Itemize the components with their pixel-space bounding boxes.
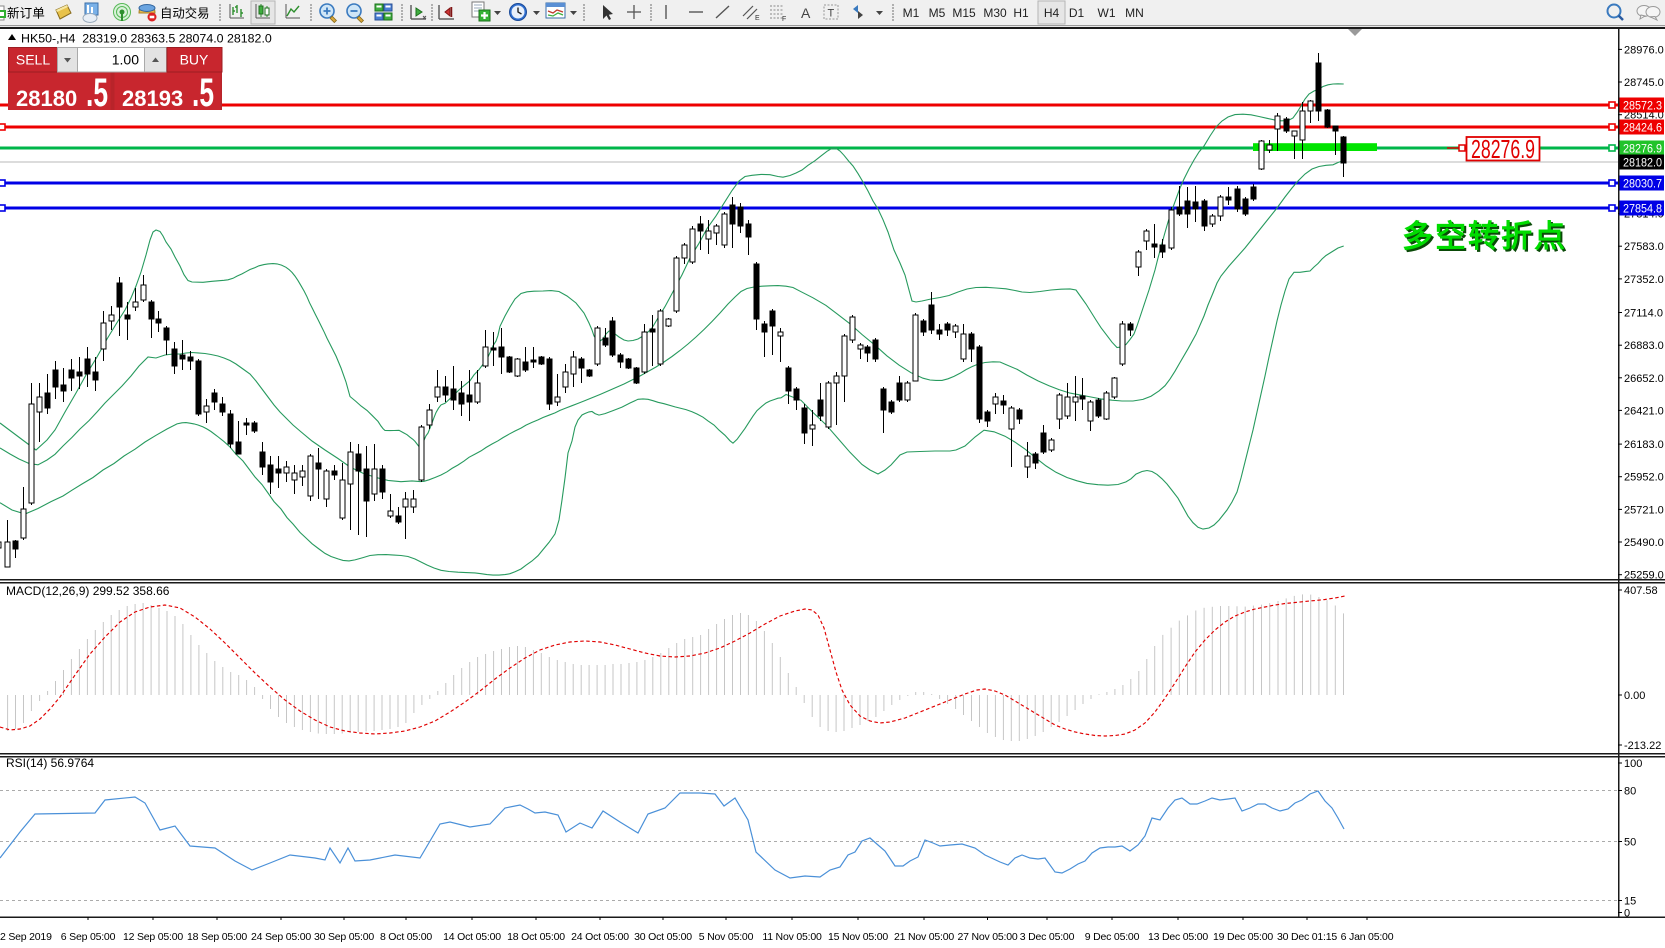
svg-text:28276.9: 28276.9	[1623, 144, 1662, 156]
svg-text:50: 50	[1624, 837, 1636, 849]
svg-text:28572.3: 28572.3	[1623, 101, 1662, 113]
svg-text:5 Nov 05:00: 5 Nov 05:00	[699, 931, 754, 943]
svg-text:-213.22: -213.22	[1624, 740, 1661, 752]
svg-text:8 Oct 05:00: 8 Oct 05:00	[380, 931, 432, 943]
svg-text:3 Dec 05:00: 3 Dec 05:00	[1020, 931, 1075, 943]
svg-text:407.58: 407.58	[1624, 585, 1658, 597]
svg-text:18 Oct 05:00: 18 Oct 05:00	[507, 931, 565, 943]
svg-text:F: F	[782, 16, 786, 23]
svg-text:A: A	[801, 5, 811, 21]
svg-text:MACD(12,26,9) 299.52 358.66: MACD(12,26,9) 299.52 358.66	[6, 584, 170, 598]
svg-text:1.00: 1.00	[112, 52, 139, 68]
svg-text:.5: .5	[192, 71, 214, 115]
svg-text:25952.0: 25952.0	[1624, 472, 1664, 484]
svg-text:28424.6: 28424.6	[1623, 123, 1662, 135]
svg-text:27352.0: 27352.0	[1624, 274, 1664, 286]
svg-text:24 Sep 05:00: 24 Sep 05:00	[251, 931, 311, 943]
svg-text:M1: M1	[903, 6, 920, 20]
svg-text:BUY: BUY	[180, 52, 209, 68]
svg-text:100: 100	[1624, 758, 1642, 770]
svg-text:28514.0: 28514.0	[1624, 110, 1664, 122]
svg-text:HK50-,H4 28319.0 28363.5 2807: HK50-,H4 28319.0 28363.5 28074.0 28182.0	[21, 32, 272, 46]
svg-text:28180: 28180	[16, 86, 77, 111]
svg-text:27583.0: 27583.0	[1624, 241, 1664, 253]
svg-text:21 Nov 05:00: 21 Nov 05:00	[894, 931, 954, 943]
svg-text:26421.0: 26421.0	[1624, 405, 1664, 417]
svg-text:30 Oct 05:00: 30 Oct 05:00	[634, 931, 692, 943]
svg-text:D1: D1	[1069, 6, 1085, 20]
svg-text:80: 80	[1624, 786, 1636, 798]
svg-text:26652.0: 26652.0	[1624, 373, 1664, 385]
svg-text:15: 15	[1624, 896, 1636, 908]
svg-text:15 Nov 05:00: 15 Nov 05:00	[828, 931, 888, 943]
svg-text:H1: H1	[1013, 6, 1029, 20]
svg-text:28030.7: 28030.7	[1623, 179, 1662, 191]
svg-text:30 Dec 01:15: 30 Dec 01:15	[1277, 931, 1337, 943]
svg-text:25490.0: 25490.0	[1624, 537, 1664, 549]
svg-text:H4: H4	[1044, 6, 1060, 20]
svg-text:25259.0: 25259.0	[1624, 570, 1664, 582]
svg-text:.5: .5	[86, 71, 108, 115]
svg-text:26883.0: 26883.0	[1624, 340, 1664, 352]
svg-text:自动交易: 自动交易	[160, 6, 210, 21]
svg-text:28976.0: 28976.0	[1624, 44, 1664, 56]
svg-text:9 Dec 05:00: 9 Dec 05:00	[1085, 931, 1140, 943]
svg-text:SELL: SELL	[16, 52, 50, 68]
svg-text:0: 0	[1624, 908, 1630, 920]
svg-text:12 Sep 05:00: 12 Sep 05:00	[123, 931, 183, 943]
svg-text:27854.8: 27854.8	[1623, 204, 1662, 216]
svg-text:0.00: 0.00	[1624, 690, 1645, 702]
svg-text:E: E	[755, 15, 760, 22]
svg-text:M5: M5	[929, 6, 946, 20]
svg-text:28182.0: 28182.0	[1623, 158, 1662, 170]
svg-text:28276.9: 28276.9	[1471, 134, 1535, 164]
svg-text:M15: M15	[952, 6, 976, 20]
svg-text:26183.0: 26183.0	[1624, 439, 1664, 451]
svg-text:27 Nov 05:00: 27 Nov 05:00	[957, 931, 1017, 943]
svg-text:14 Oct 05:00: 14 Oct 05:00	[443, 931, 501, 943]
svg-text:24 Oct 05:00: 24 Oct 05:00	[571, 931, 629, 943]
svg-text:25721.0: 25721.0	[1624, 504, 1664, 516]
svg-text:6 Jan 05:00: 6 Jan 05:00	[1341, 931, 1394, 943]
svg-text:11 Nov 05:00: 11 Nov 05:00	[762, 931, 822, 943]
svg-text:MN: MN	[1125, 6, 1144, 20]
svg-text:M30: M30	[983, 6, 1007, 20]
svg-text:W1: W1	[1098, 6, 1116, 20]
svg-text:28193: 28193	[122, 86, 183, 111]
svg-text:18 Sep 05:00: 18 Sep 05:00	[187, 931, 247, 943]
svg-text:新订单: 新订单	[7, 6, 45, 21]
svg-text:19 Dec 05:00: 19 Dec 05:00	[1213, 931, 1273, 943]
svg-text:多空转折点: 多空转折点	[1402, 219, 1567, 254]
svg-text:多空转折点: 多空转折点	[1404, 221, 1569, 256]
svg-text:27114.0: 27114.0	[1624, 308, 1663, 320]
svg-text:2 Sep 2019: 2 Sep 2019	[0, 931, 52, 943]
svg-text:13 Dec 05:00: 13 Dec 05:00	[1148, 931, 1208, 943]
svg-text:T: T	[828, 8, 835, 20]
svg-text:6 Sep 05:00: 6 Sep 05:00	[61, 931, 116, 943]
svg-text:28745.0: 28745.0	[1624, 77, 1664, 89]
svg-text:30 Sep 05:00: 30 Sep 05:00	[314, 931, 374, 943]
svg-text:RSI(14) 56.9764: RSI(14) 56.9764	[6, 756, 94, 770]
